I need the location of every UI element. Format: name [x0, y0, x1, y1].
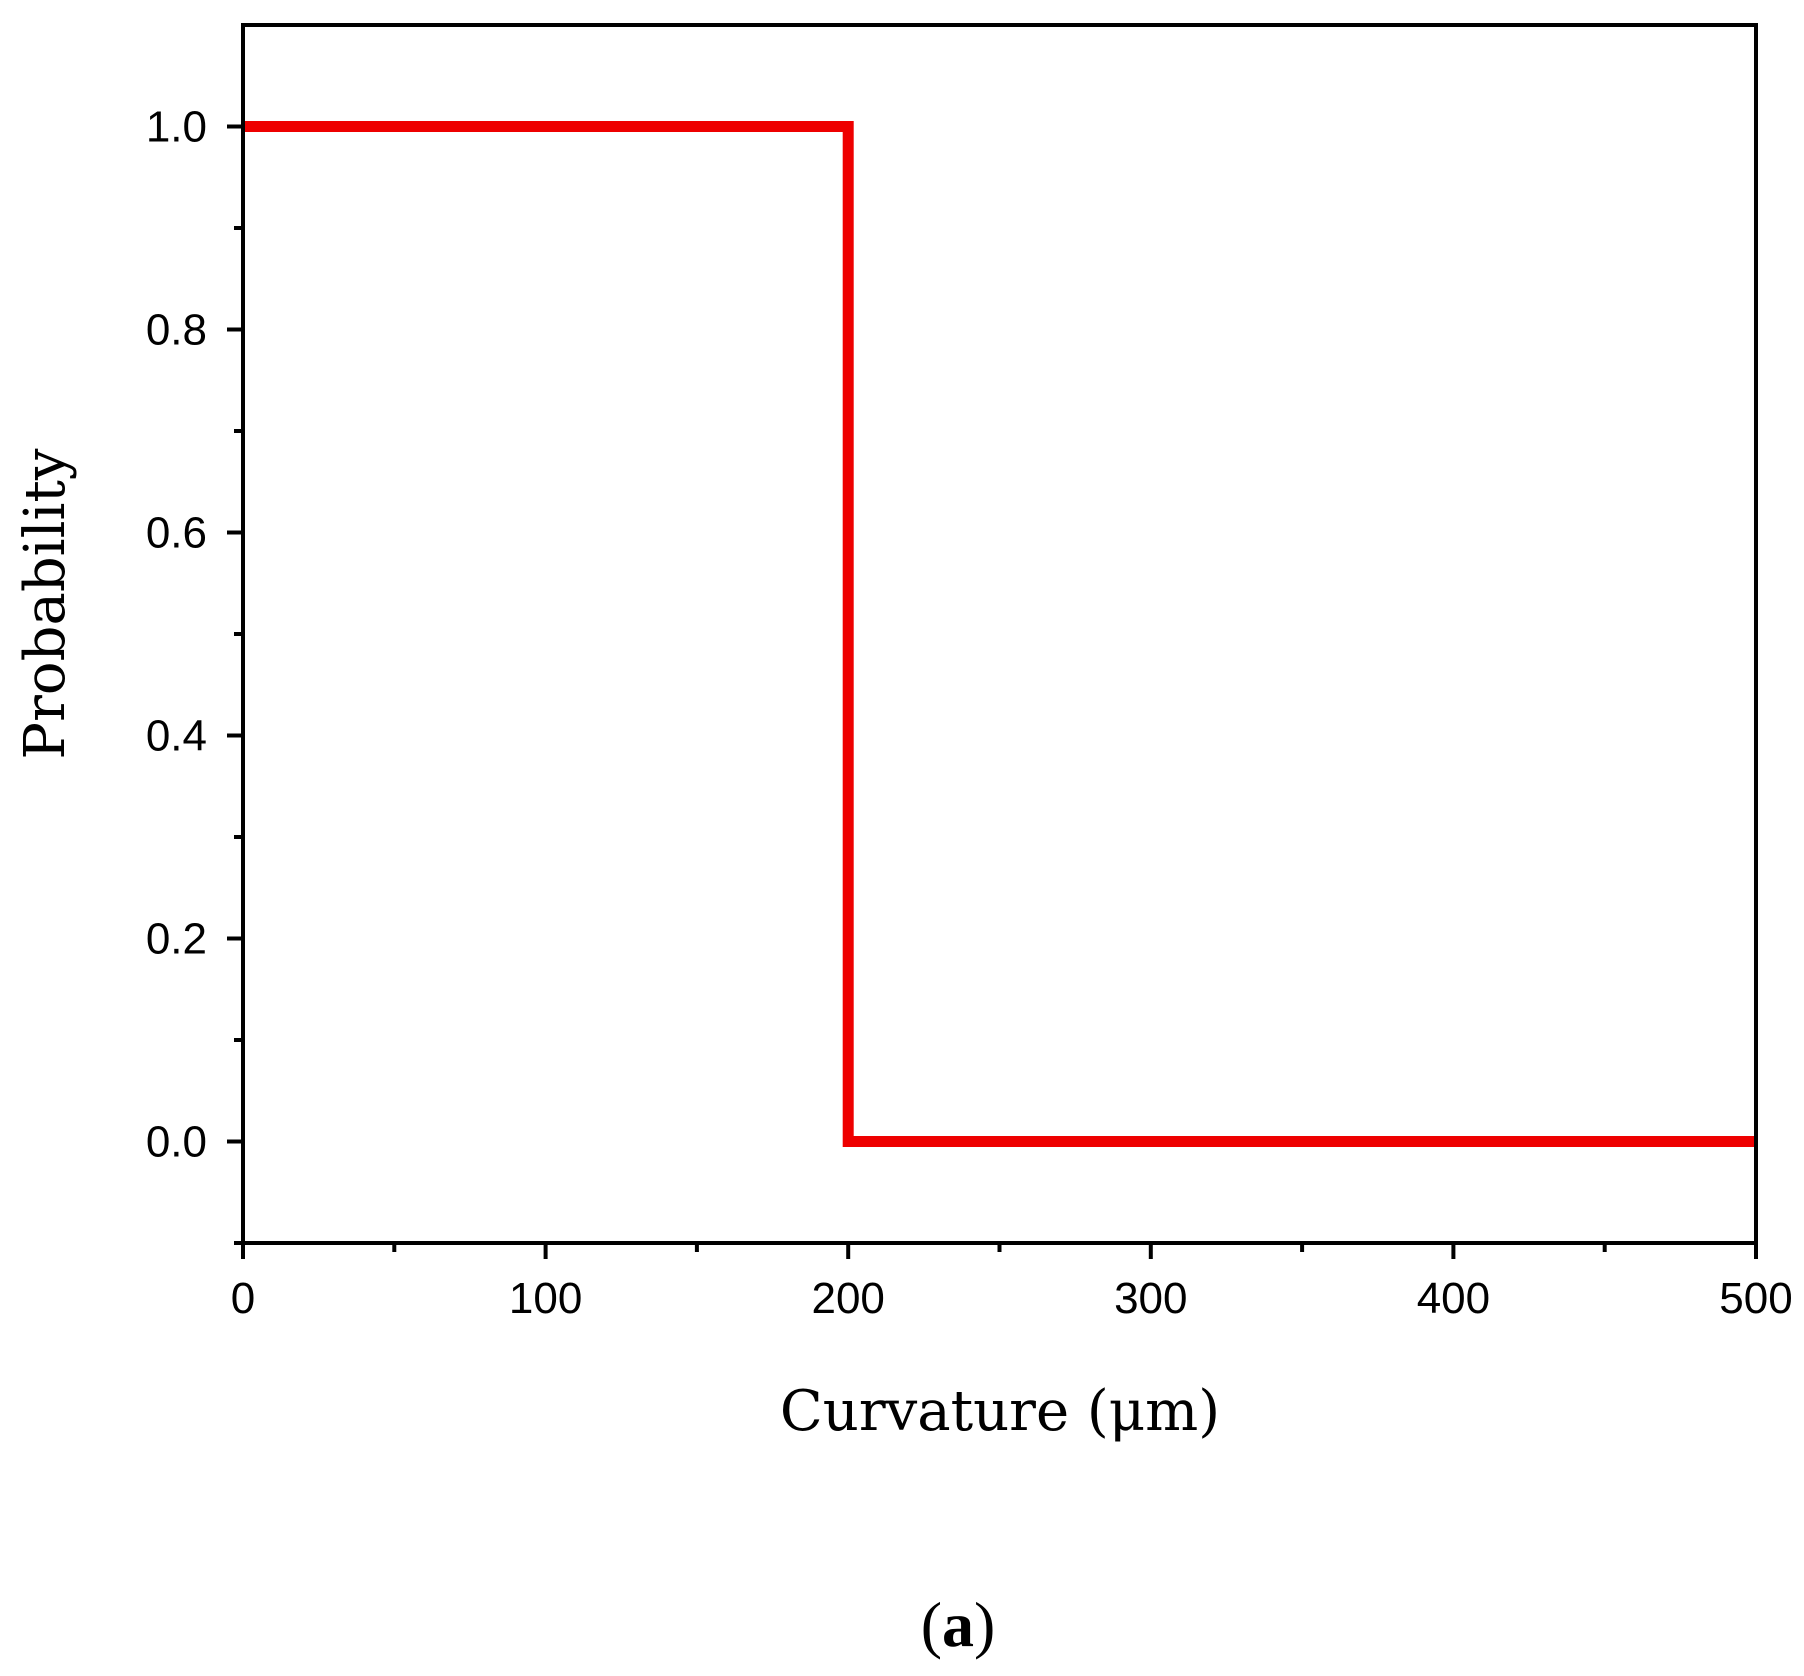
y-tick-label: 0.0 — [146, 1118, 207, 1167]
panel-label: (a) — [921, 1589, 996, 1660]
x-tick-label: 500 — [1719, 1274, 1792, 1323]
series-layer — [243, 121, 1756, 1147]
y-tick-label: 0.6 — [146, 509, 207, 558]
y-tick-label: 0.2 — [146, 915, 207, 964]
x-tick-label: 0 — [231, 1274, 255, 1323]
panel-label-open: ( — [921, 1589, 942, 1660]
panel-label-close: ) — [974, 1589, 995, 1660]
y-axis-title: Probability — [13, 448, 78, 759]
series-line — [243, 121, 1756, 1147]
x-axis-title: Curvature (μm) — [780, 1379, 1220, 1444]
plot-frame — [241, 23, 1758, 1245]
x-tick-label: 400 — [1417, 1274, 1490, 1323]
x-tick-label: 300 — [1114, 1274, 1187, 1323]
y-tick-label: 0.4 — [146, 712, 207, 761]
tick-labels: 0 100 200 300 400 500 0.0 0.2 0.4 0.6 0.8 1.0 — [146, 103, 1793, 1324]
x-tick-label: 100 — [509, 1274, 582, 1323]
axis-ticks — [227, 124, 1758, 1259]
x-tick-label: 200 — [811, 1274, 884, 1323]
y-tick-label: 1.0 — [146, 103, 207, 152]
panel-label-letter: a — [942, 1589, 974, 1660]
y-tick-label: 0.8 — [146, 306, 207, 355]
